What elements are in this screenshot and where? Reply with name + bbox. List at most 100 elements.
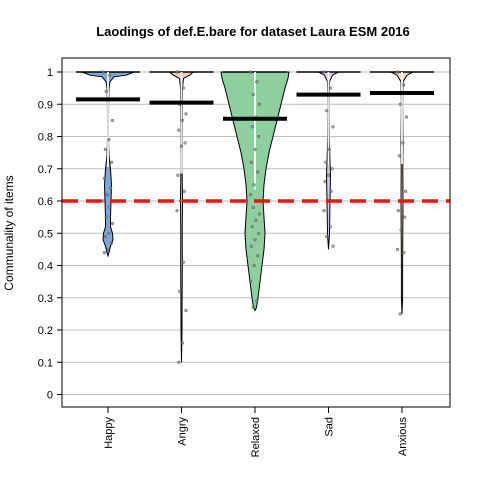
data-point (248, 193, 253, 197)
data-point (404, 115, 409, 119)
data-point (254, 218, 258, 222)
data-point (255, 80, 259, 84)
data-point (326, 173, 331, 177)
data-point (324, 160, 328, 164)
data-point (177, 128, 181, 132)
data-point (180, 118, 184, 122)
data-point (251, 92, 255, 97)
x-tick-label-angry: Angry (177, 417, 189, 446)
data-point (398, 312, 402, 316)
data-point (108, 73, 112, 77)
data-point (179, 144, 184, 148)
data-point (248, 70, 253, 74)
data-point (182, 189, 186, 193)
x-tick-label-anxious: Anxious (397, 417, 409, 457)
y-tick-label: 1 (47, 67, 53, 79)
data-point (257, 212, 262, 216)
y-tick-label: 0.8 (38, 132, 53, 144)
y-tick-label: 0.9 (38, 99, 53, 111)
data-point (331, 244, 335, 248)
violin-relaxed (220, 71, 290, 312)
data-point (178, 289, 182, 293)
data-point (252, 183, 256, 187)
data-point (328, 225, 332, 229)
data-point (103, 147, 107, 151)
y-tick-label: 0.7 (38, 164, 53, 176)
data-point (184, 309, 188, 313)
data-point (104, 89, 108, 93)
data-point (184, 112, 188, 116)
y-tick-label: 0.6 (38, 196, 53, 208)
plot-frame (61, 57, 451, 408)
data-point (250, 125, 254, 129)
x-tick-label-relaxed: Relaxed (250, 417, 262, 457)
data-point (325, 109, 329, 113)
data-point (175, 70, 179, 74)
x-tick-label-happy: Happy (103, 417, 115, 449)
data-point (256, 254, 260, 258)
data-point (402, 251, 406, 255)
y-tick-label: 0.3 (38, 293, 53, 305)
data-point (257, 231, 261, 235)
data-point (395, 247, 400, 251)
data-point (255, 299, 259, 303)
data-point (256, 170, 260, 174)
y-tick-label: 0.2 (38, 325, 53, 337)
data-point (252, 263, 256, 268)
y-tick-label: 0.5 (38, 228, 53, 240)
data-point (102, 176, 106, 180)
data-point (109, 241, 114, 245)
data-point (257, 102, 262, 106)
data-point (397, 154, 401, 158)
data-point (404, 189, 408, 193)
data-point (101, 70, 106, 74)
data-point (175, 209, 179, 213)
data-point (103, 234, 107, 239)
data-point (108, 205, 112, 210)
data-point (403, 215, 407, 219)
data-point (251, 205, 255, 210)
data-point (395, 70, 400, 74)
points-layer (101, 70, 409, 364)
data-point (179, 199, 183, 203)
data-point (251, 305, 255, 309)
data-point (401, 141, 405, 145)
data-point (105, 193, 109, 197)
data-point (110, 222, 115, 226)
data-point (249, 160, 253, 164)
data-point (248, 280, 253, 284)
data-point (109, 160, 114, 164)
data-point (181, 86, 185, 90)
data-point (402, 83, 406, 87)
data-point (106, 167, 110, 171)
data-point (330, 167, 334, 171)
data-point (110, 118, 115, 122)
data-point (325, 234, 329, 239)
data-point (109, 186, 113, 190)
y-tick-label: 0 (47, 390, 53, 402)
data-point (106, 247, 110, 251)
data-point (176, 173, 180, 177)
data-point (323, 180, 327, 184)
data-point (322, 70, 326, 74)
x-tick-label-sad: Sad (324, 417, 336, 437)
data-point (101, 199, 106, 203)
data-point (328, 86, 332, 90)
data-point (253, 147, 257, 151)
data-point (107, 231, 111, 235)
data-point (396, 209, 400, 213)
data-point (180, 341, 184, 345)
data-point (399, 228, 403, 232)
data-point (107, 138, 111, 142)
data-point (253, 238, 257, 242)
mean-layer (62, 90, 450, 203)
data-point (177, 360, 181, 364)
data-point (331, 125, 335, 129)
data-point (327, 147, 331, 151)
data-point (181, 260, 185, 264)
y-tick-label: 0.4 (38, 261, 53, 273)
axis-layer: 0 0.1 0.2 0.3 0.4 0.5 0.6 0.7 0.8 0.9 1 Happy Angry R… (38, 57, 451, 457)
data-point (398, 102, 402, 106)
data-point (249, 244, 253, 248)
